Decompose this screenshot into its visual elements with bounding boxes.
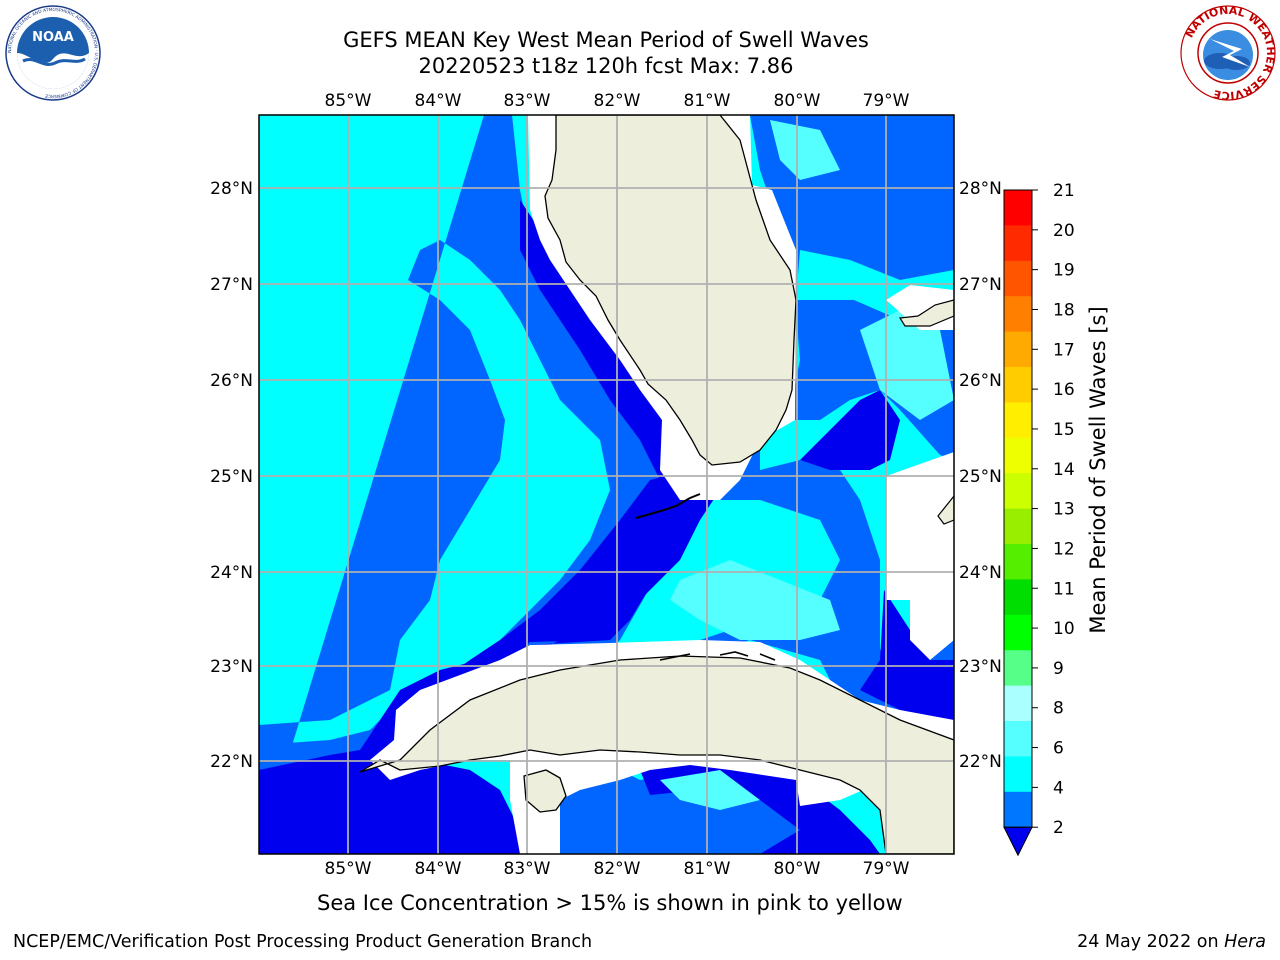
isla-de-la-juventud [523, 769, 567, 813]
swell-band-2-4-east [860, 590, 954, 740]
florida-keys [635, 493, 701, 519]
colorbar-tick-label: 2 [1053, 818, 1064, 838]
lon-tick-bottom-81w: 81°W [684, 859, 731, 879]
lon-tick-top-84w: 84°W [415, 91, 462, 111]
colorbar-segment [1004, 791, 1032, 828]
lon-tick-top-81w: 81°W [684, 91, 731, 111]
nws-logo-icon: NATIONAL WEATHER SERVICE [1180, 5, 1276, 101]
lat-tick-left-28n: 28°N [210, 179, 253, 199]
colorbar: 21 20 19 18 17 16 15 14 13 12 11 10 9 8 6 4 2 [1003, 181, 1075, 857]
swell-band-4-6-west [259, 115, 700, 854]
florida-peninsula [544, 115, 797, 466]
lon-tick-top-83w: 83°W [504, 91, 551, 111]
colorbar-tick-label: 13 [1053, 500, 1075, 520]
swell-band-2-4-channel [259, 200, 710, 854]
colorbar-tick-label: 21 [1053, 181, 1075, 201]
lat-tick-right-28n: 28°N [959, 179, 1002, 199]
lat-tick-right-23n: 23°N [959, 657, 1002, 677]
lat-tick-left-26n: 26°N [210, 371, 253, 391]
colorbar-segment [1004, 296, 1032, 333]
colorbar-tick-label: 6 [1053, 739, 1064, 759]
colorbar-segment [1004, 331, 1032, 368]
colorbar-tick-label: 10 [1053, 619, 1075, 639]
colorbar-segment [1004, 473, 1032, 510]
colorbar-tick-label: 8 [1053, 699, 1064, 719]
swell-band-8-9-south [660, 770, 760, 810]
colorbar-segment [1004, 367, 1032, 403]
cuba-island [359, 655, 954, 854]
swell-band-2-4-straits [430, 470, 720, 690]
no-data-bahamas [886, 452, 954, 660]
colorbar-tick-label: 4 [1053, 778, 1064, 798]
colorbar-tick-label: 9 [1053, 659, 1064, 679]
colorbar-segment [1004, 508, 1032, 545]
swell-band-4-6-east [700, 115, 954, 740]
colorbar-segment [1004, 437, 1032, 474]
map-gridlines [259, 115, 954, 854]
lon-tick-bottom-84w: 84°W [415, 859, 462, 879]
noaa-logo-icon: NOAA NATIONAL OCEANIC AND ATMOSPHERIC AD… [5, 5, 101, 101]
footer-host: Hera [1224, 932, 1266, 952]
lat-tick-left-23n: 23°N [210, 657, 253, 677]
lon-tick-top-82w: 82°W [594, 91, 641, 111]
colorbar-tick-label: 14 [1053, 460, 1075, 480]
footer-credit: NCEP/EMC/Verification Post Processing Pr… [13, 932, 593, 952]
colorbar-label: Mean Period of Swell Waves [s] [1086, 306, 1110, 634]
swell-band-8-9-north [770, 120, 840, 180]
sea-ice-caption: Sea Ice Concentration > 15% is shown in … [317, 891, 903, 915]
lon-tick-bottom-83w: 83°W [504, 859, 551, 879]
lon-tick-bottom-82w: 82°W [594, 859, 641, 879]
colorbar-segment [1004, 721, 1032, 757]
noaa-logo-text: NOAA [32, 30, 74, 45]
grand-bahama-island [898, 299, 954, 327]
lat-tick-left-25n: 25°N [210, 467, 253, 487]
swell-band-2-4-yucatan [259, 760, 540, 854]
colorbar-segment [1004, 579, 1032, 616]
andros-island [937, 495, 954, 525]
colorbar-tick-label: 17 [1053, 340, 1075, 360]
colorbar-segment [1004, 544, 1032, 580]
colorbar-tick-label: 20 [1053, 221, 1075, 241]
lat-tick-left-22n: 22°N [210, 752, 253, 772]
colorbar-segment [1004, 650, 1032, 687]
lon-tick-top-79w: 79°W [863, 91, 910, 111]
colorbar-segment [1004, 614, 1032, 651]
colorbar-segment [1004, 225, 1032, 262]
colorbar-tick-label: 16 [1053, 380, 1075, 400]
lon-tick-bottom-85w: 85°W [325, 859, 372, 879]
lon-tick-bottom-80w: 80°W [774, 859, 821, 879]
lat-tick-right-25n: 25°N [959, 467, 1002, 487]
map-area [259, 115, 954, 854]
colorbar-tick-label: 15 [1053, 420, 1075, 440]
cuba-keys [659, 651, 776, 661]
lon-tick-bottom-79w: 79°W [863, 859, 910, 879]
colorbar-segment [1004, 190, 1032, 226]
colorbar-tick-label: 11 [1053, 579, 1075, 599]
swell-band-2-4-bahamas [800, 390, 900, 470]
map-subtitle: 20220523 t18z 120h fcst Max: 7.86 [418, 54, 794, 78]
footer-date-text: 24 May 2022 on [1077, 932, 1225, 952]
lon-tick-top-80w: 80°W [774, 91, 821, 111]
colorbar-tick-label: 18 [1053, 300, 1075, 320]
lat-tick-left-24n: 24°N [210, 563, 253, 583]
colorbar-segment [1004, 685, 1032, 722]
colorbar-segment [1004, 402, 1032, 439]
map-frame [258, 114, 955, 855]
lat-tick-left-27n: 27°N [210, 275, 253, 295]
colorbar-segment [1004, 756, 1032, 793]
lon-tick-top-85w: 85°W [325, 91, 372, 111]
colorbar-segment [1004, 260, 1032, 297]
lat-tick-right-24n: 24°N [959, 563, 1002, 583]
colorbar-tick-label: 12 [1053, 539, 1075, 559]
colorbar-tick-label: 19 [1053, 261, 1075, 281]
map-title: GEFS MEAN Key West Mean Period of Swell … [343, 28, 869, 52]
swell-band-8-9-east [860, 310, 954, 420]
colorbar-extension [1003, 826, 1033, 857]
footer-date: 24 May 2022 on Hera [1077, 932, 1266, 952]
lat-tick-right-26n: 26°N [959, 371, 1002, 391]
lat-tick-right-27n: 27°N [959, 275, 1002, 295]
lat-tick-right-22n: 22°N [959, 752, 1002, 772]
